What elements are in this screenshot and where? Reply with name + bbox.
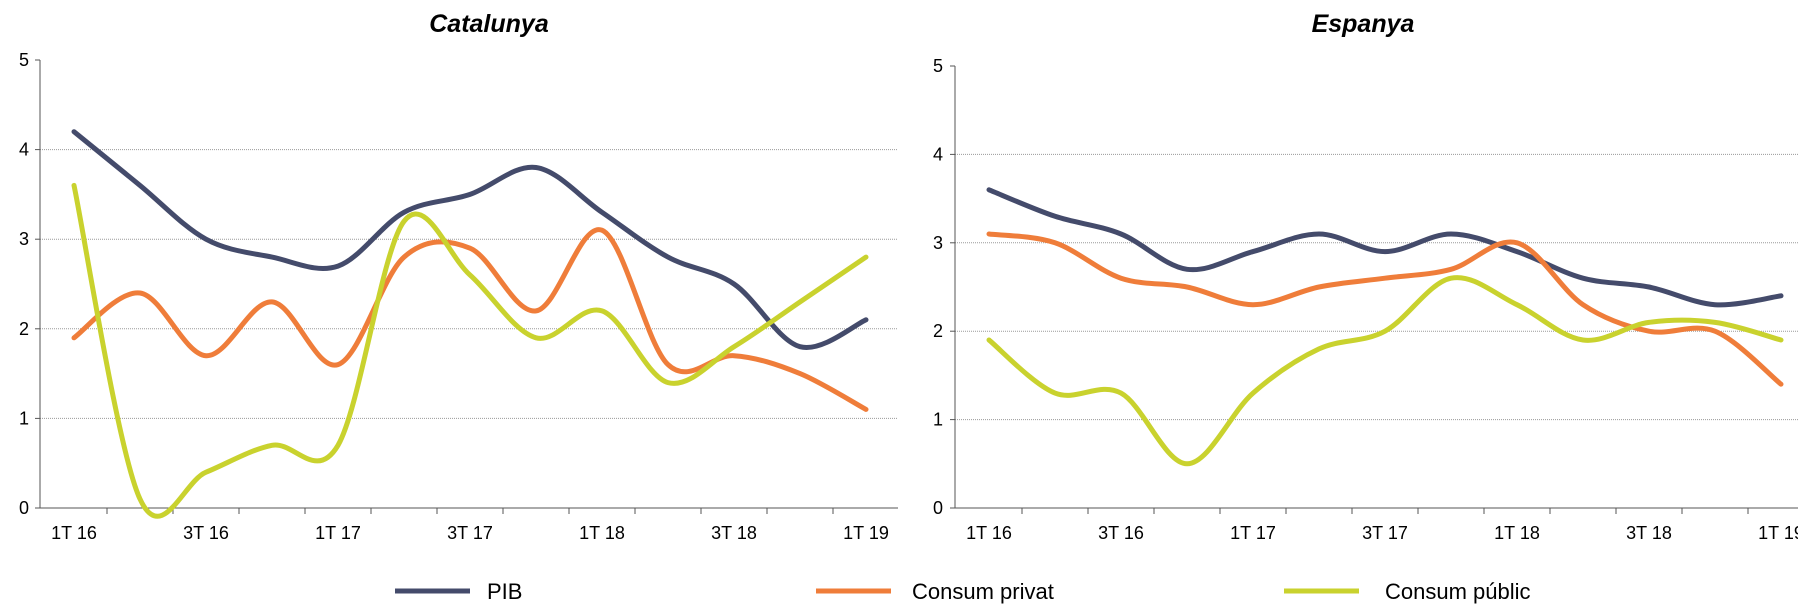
chart-2-x-tick-label: 3T 17 bbox=[1362, 523, 1408, 543]
chart-1-y-tick-label: 3 bbox=[19, 229, 29, 249]
chart-2-y-tick-label: 5 bbox=[933, 56, 943, 76]
chart-1-line-consum-privat bbox=[71, 227, 869, 412]
chart-2-line-consum-públic bbox=[986, 275, 1784, 467]
chart-2-x-tick-label: 1T 16 bbox=[966, 523, 1012, 543]
chart-1-y-tick-label: 0 bbox=[19, 498, 29, 518]
chart-1-x-tick-label: 3T 17 bbox=[447, 523, 493, 543]
chart-2-y-tick-label: 1 bbox=[933, 410, 943, 430]
chart-2-y-tick-label: 4 bbox=[933, 144, 943, 164]
legend-label-consum-privat: Consum privat bbox=[912, 579, 1054, 604]
chart-1-x-tick-label: 3T 18 bbox=[711, 523, 757, 543]
chart-1-y-tick-label: 1 bbox=[19, 408, 29, 428]
chart-1-line-consum-públic bbox=[71, 182, 869, 519]
chart-1-x-tick-label: 1T 19 bbox=[843, 523, 889, 543]
chart-2-x-tick-label: 1T 19 bbox=[1758, 523, 1798, 543]
chart-2-x-tick-label: 1T 18 bbox=[1494, 523, 1540, 543]
chart-2-title: Espanya bbox=[1312, 10, 1415, 38]
chart-2-x-tick-label: 3T 16 bbox=[1098, 523, 1144, 543]
chart-1-y-tick-label: 5 bbox=[19, 50, 29, 70]
chart-2-y-tick-label: 0 bbox=[933, 498, 943, 518]
chart-2-line-pib bbox=[986, 187, 1784, 308]
chart-2-y-tick-label: 3 bbox=[933, 233, 943, 253]
chart-1-x-tick-label: 3T 16 bbox=[183, 523, 229, 543]
legend-label-consum-públic: Consum públic bbox=[1385, 579, 1531, 604]
chart-1-x-tick-label: 1T 18 bbox=[579, 523, 625, 543]
chart-1-line-pib bbox=[71, 129, 869, 350]
chart-1-title: Catalunya bbox=[429, 10, 549, 38]
chart-2-y-tick-label: 2 bbox=[933, 321, 943, 341]
chart-2-line-consum-privat bbox=[986, 231, 1784, 387]
chart-2-x-tick-label: 1T 17 bbox=[1230, 523, 1276, 543]
chart-2-x-tick-label: 3T 18 bbox=[1626, 523, 1672, 543]
chart-1-y-tick-label: 4 bbox=[19, 140, 29, 160]
chart-1-y-tick-label: 2 bbox=[19, 319, 29, 339]
chart-1-x-tick-label: 1T 17 bbox=[315, 523, 361, 543]
chart-1-x-tick-label: 1T 16 bbox=[51, 523, 97, 543]
legend-label-pib: PIB bbox=[487, 579, 522, 604]
